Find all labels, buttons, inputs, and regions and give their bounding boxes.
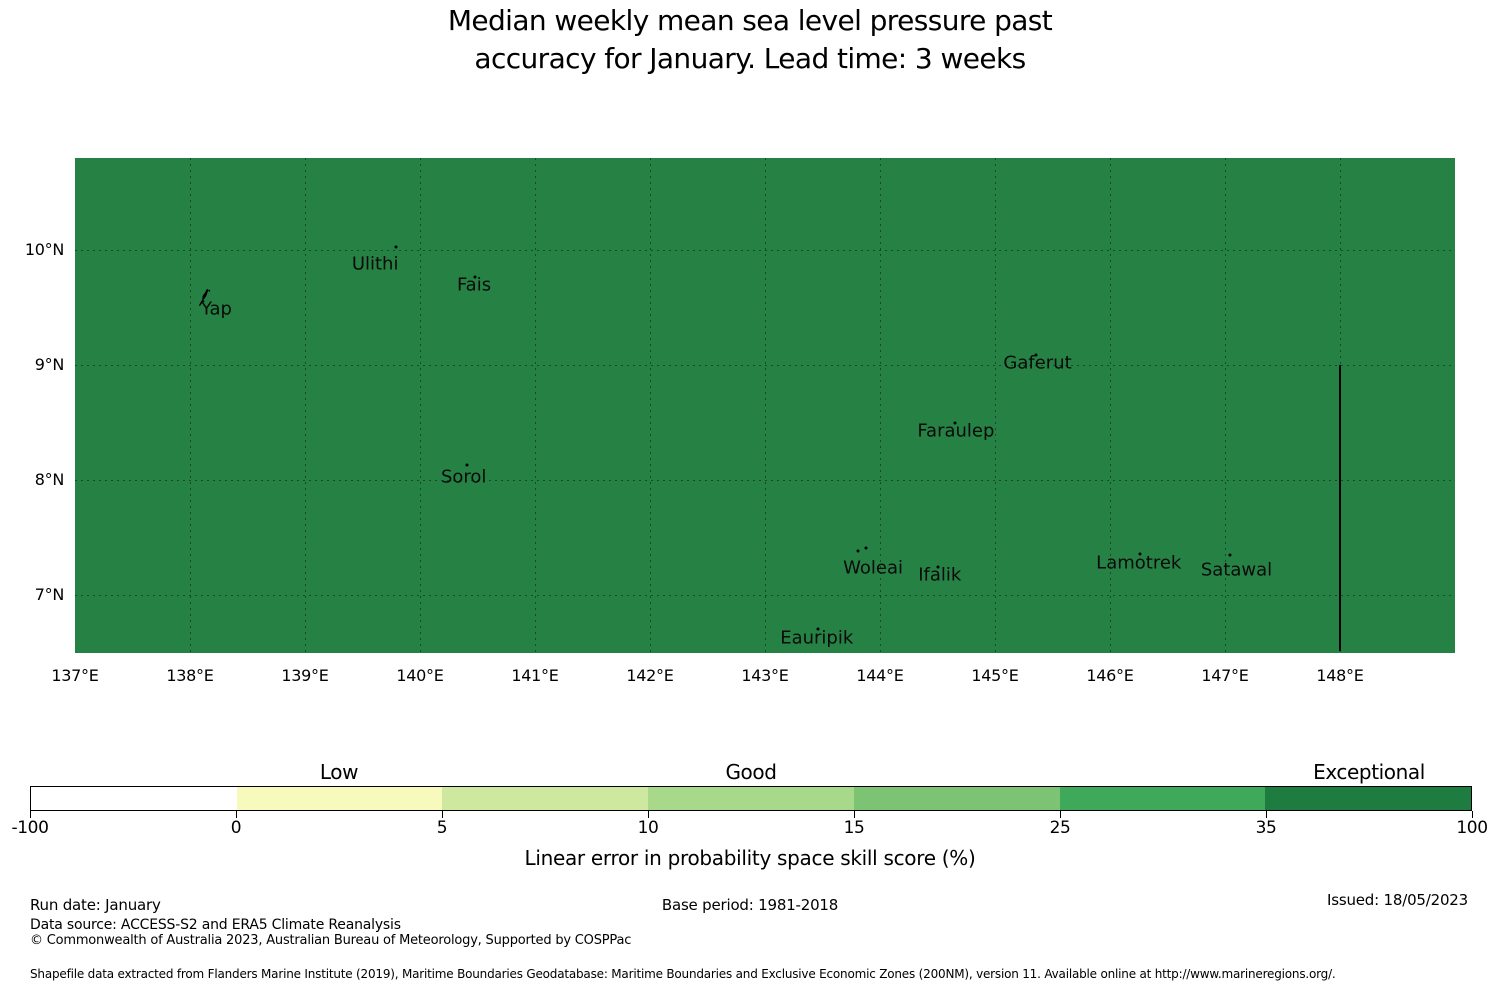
footer-copyright: © Commonwealth of Australia 2023, Austra… [30,933,632,948]
colorbar-segment [442,787,649,810]
colorbar-category-label: Exceptional [1313,760,1425,784]
x-tick-label: 139°E [281,666,329,685]
island-label-ulithi: Ulithi [351,253,399,275]
x-tick-label: 148°E [1316,666,1364,685]
colorbar-tick [1266,811,1267,818]
island-label-satawal: Satawal [1200,559,1273,581]
island-label-eauripik: Eauripik [780,627,854,649]
footer-shapefile: Shapefile data extracted from Flanders M… [30,967,1336,981]
island-label-gaferut: Gaferut [1003,352,1072,374]
footer-data-source: Data source: ACCESS-S2 and ERA5 Climate … [30,917,401,933]
gridline-parallel [75,250,1455,252]
colorbar-category-label: Good [725,760,777,784]
gridline-meridian [650,158,651,653]
island-label-woleai: Woleai [843,557,904,579]
colorbar-tick-label: 5 [436,818,448,838]
colorbar-tick-label: 0 [230,818,242,838]
gridline-meridian [420,158,421,653]
footer-issued: Issued: 18/05/2023 [1327,891,1468,909]
island-dot-woleai [856,549,860,553]
gridline-parallel [75,595,1455,597]
colorbar-tick-label: -100 [11,818,49,838]
colorbar-segment [31,787,237,810]
x-tick-label: 144°E [856,666,904,685]
island-dot-satawal [1228,553,1232,557]
gridline-parallel [75,480,1455,482]
colorbar-tick [854,811,855,818]
yap-island-shape [197,287,212,312]
colorbar-tick [236,811,237,818]
x-tick-label: 142°E [626,666,674,685]
x-tick-label: 141°E [511,666,559,685]
y-tick-label: 8°N [34,470,65,490]
gridline-parallel [75,365,1455,367]
gridline-meridian [880,158,881,653]
y-tick-label: 9°N [34,355,65,375]
island-dot-sorol [465,463,469,467]
colorbar-segment [236,787,443,810]
colorbar-tick-label: 10 [637,818,659,838]
footer-base-period: Base period: 1981-2018 [661,896,839,914]
x-tick-label: 137°E [51,666,99,685]
x-tick-label: 138°E [166,666,214,685]
island-dot-lamotrek [1138,552,1142,556]
island-dot-ifalik [936,565,939,569]
x-tick-label: 146°E [1086,666,1134,685]
colorbar-tick-label: 35 [1255,818,1277,838]
island-label-lamotrek: Lamotrek [1096,552,1182,574]
map-area: Yap Ulithi Fais Sorol Gaferut Faraulep Woleai I… [75,158,1455,653]
island-dot-ulithi [394,245,398,249]
colorbar [30,786,1472,811]
colorbar-tick [30,811,31,818]
x-tick-label: 140°E [396,666,444,685]
gridline-meridian [305,158,306,653]
island-dot-woleai [864,546,868,550]
colorbar-category-label: Low [319,760,359,784]
footer-run-date: Run date: January [30,896,161,914]
island-label-sorol: Sorol [440,466,487,488]
island-label-ifalik: Ifalik [918,564,962,586]
island-label-fais: Fais [456,274,492,296]
colorbar-segment [648,787,854,810]
x-tick-label: 147°E [1201,666,1249,685]
colorbar-tick [1472,811,1473,818]
gridline-meridian [1110,158,1111,653]
colorbar-axis-title: Linear error in probability space skill … [524,846,976,870]
eez-boundary-line [1339,365,1341,651]
island-label-faraulep: Faraulep [917,420,995,442]
y-tick-label: 10°N [24,240,64,260]
island-dot-faraulep [953,421,957,425]
colorbar-tick-label: 15 [843,818,865,838]
island-dot-fais [473,275,477,279]
y-tick-label: 7°N [34,585,65,605]
gridline-meridian [535,158,536,653]
page-title: Median weekly mean sea level pressure pa… [0,2,1500,78]
page-title-line2: accuracy for January. Lead time: 3 weeks [474,42,1026,75]
colorbar-segment [1265,787,1471,810]
x-tick-label: 145°E [971,666,1019,685]
gridline-meridian [765,158,766,653]
yap-island-icon [199,288,211,306]
colorbar-tick [442,811,443,818]
colorbar-tick-label: 25 [1049,818,1071,838]
island-dot-gaferut [1034,353,1038,357]
colorbar-tick-label: 100 [1456,818,1488,838]
island-dot-eauripik [816,627,820,631]
x-tick-label: 143°E [741,666,789,685]
gridline-meridian [995,158,996,653]
colorbar-segment [1059,787,1266,810]
colorbar-tick [1060,811,1061,818]
gridline-meridian [190,158,191,653]
colorbar-segment [853,787,1060,810]
island-label-yap: Yap [200,298,232,320]
page-title-line1: Median weekly mean sea level pressure pa… [447,4,1053,37]
gridline-meridian [1225,158,1226,653]
colorbar-tick [648,811,649,818]
